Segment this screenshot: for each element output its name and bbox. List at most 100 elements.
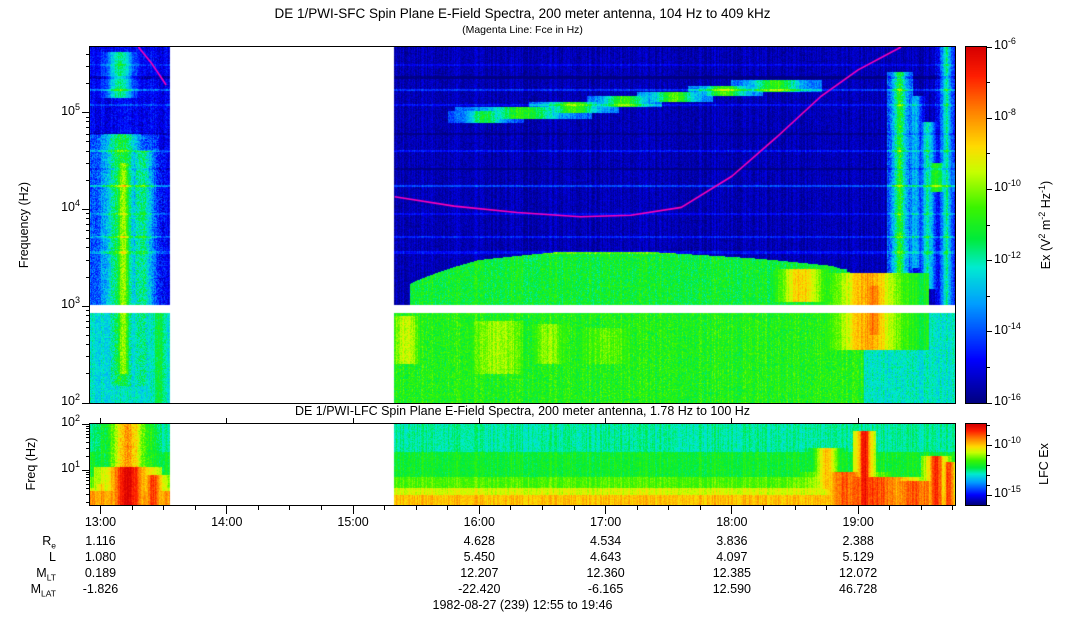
time-axis-major-tick: [605, 506, 607, 514]
sfc-colorbar-tick-label: 10-6: [994, 35, 1016, 52]
sfc-y-axis-minor-tick: [86, 276, 90, 278]
lfc-colorbar-minor-tick: [986, 484, 990, 486]
time-axis-minor-tick: [699, 506, 701, 510]
sfc-y-axis-minor-tick: [86, 315, 90, 317]
lfc-top-tick: [99, 418, 101, 423]
sfc-y-axis-tick-label: 103: [61, 295, 80, 312]
time-axis-minor-tick: [794, 506, 796, 510]
time-axis-minor-tick: [541, 506, 543, 510]
sfc-colorbar-minor-tick: [986, 224, 990, 226]
ephemeris-value: 1.116: [85, 534, 116, 548]
time-axis-minor-tick: [920, 506, 922, 510]
sfc-colorbar-major-tick: [986, 331, 992, 333]
sfc-y-axis-minor-tick: [86, 373, 90, 375]
lfc-y-axis-minor-tick: [86, 471, 90, 473]
sfc-colorbar-minor-tick: [986, 82, 990, 84]
time-axis-minor-tick: [510, 506, 512, 510]
sfc-y-axis-minor-tick: [86, 82, 90, 84]
sfc-colorbar-major-tick: [986, 402, 992, 404]
sfc-y-axis-minor-tick: [86, 53, 90, 55]
sfc-y-axis-minor-tick: [86, 247, 90, 249]
lfc-y-axis-minor-tick: [86, 502, 90, 504]
sfc-y-axis-minor-tick: [86, 223, 90, 225]
lfc-y-axis-minor-tick: [86, 488, 90, 490]
sfc-colorbar-tick-label: 10-12: [994, 249, 1021, 266]
lfc-colorbar-tick-label: 10-10: [994, 434, 1021, 451]
time-tick-label: 16:00: [463, 515, 495, 529]
sfc-colorbar: [965, 46, 987, 404]
time-axis-minor-tick: [384, 506, 386, 510]
sfc-y-axis-minor-tick: [86, 141, 90, 143]
time-axis-minor-tick: [826, 506, 828, 510]
lfc-colorbar-major-tick: [986, 494, 992, 496]
time-tick-label: 18:00: [716, 515, 748, 529]
ephemeris-value: 4.628: [463, 534, 495, 548]
ephemeris-value: 5.129: [842, 550, 874, 564]
time-axis-minor-tick: [573, 506, 575, 510]
sfc-colorbar-canvas: [966, 47, 986, 403]
ephemeris-value: 2.388: [842, 534, 874, 548]
time-axis-major-tick: [99, 506, 101, 514]
time-axis-minor-tick: [952, 506, 954, 510]
time-axis-minor-tick: [131, 506, 133, 510]
lfc-y-axis-minor-tick: [86, 494, 90, 495]
sfc-colorbar-major-tick: [986, 260, 992, 262]
time-axis-minor-tick: [889, 506, 891, 510]
lfc-colorbar-tick-label: 10-15: [994, 483, 1021, 501]
ephemeris-value: -1.826: [82, 582, 119, 596]
lfc-colorbar-canvas: [966, 424, 986, 505]
sfc-y-axis-minor-tick: [86, 320, 90, 322]
lfc-y-axis-tick-label: 101: [61, 459, 80, 476]
lfc-y-axis-minor-tick: [86, 441, 90, 443]
ephemeris-value: -6.165: [587, 582, 624, 596]
sfc-y-axis-minor-tick: [86, 179, 90, 181]
lfc-spectrogram-canvas: [90, 424, 955, 505]
ephemeris-value: 5.450: [463, 550, 495, 564]
sfc-colorbar-major-tick: [986, 46, 992, 48]
lfc-y-axis-tick-label: 102: [61, 412, 80, 429]
ephemeris-row-label: Re: [42, 534, 56, 551]
time-axis-minor-tick: [194, 506, 196, 510]
time-axis-minor-tick: [668, 506, 670, 510]
time-axis-minor-tick: [163, 506, 165, 510]
sfc-colorbar-tick-label: 10-10: [994, 178, 1021, 195]
ephemeris-value: 46.728: [839, 582, 878, 596]
ephemeris-row-label: MLT: [36, 566, 56, 583]
sfc-y-axis-minor-tick: [86, 150, 90, 152]
time-axis-minor-tick: [636, 506, 638, 510]
lfc-y-axis-minor-tick: [86, 480, 90, 482]
ephemeris-value: 12.072: [839, 566, 878, 580]
time-axis-minor-tick: [289, 506, 291, 510]
sfc-colorbar-minor-tick: [986, 366, 990, 368]
sfc-subtitle: (Magenta Line: Fce in Hz): [462, 24, 583, 36]
lfc-y-axis-minor-tick: [86, 455, 90, 457]
time-axis-major-tick: [352, 506, 354, 514]
sfc-y-axis-minor-tick: [86, 121, 90, 123]
ephemeris-row-label: MLAT: [30, 582, 56, 599]
sfc-y-axis-tick-label: 104: [61, 198, 80, 215]
lfc-top-tick: [478, 418, 480, 423]
sfc-colorbar-minor-tick: [986, 153, 990, 155]
lfc-colorbar-major-tick: [986, 445, 992, 447]
time-tick-label: 17:00: [589, 515, 622, 529]
lfc-top-tick: [731, 418, 733, 423]
time-axis-major-tick: [226, 506, 228, 514]
sfc-y-axis-tick-label: 102: [61, 391, 80, 408]
time-axis-minor-tick: [257, 506, 259, 510]
sfc-y-axis-major-tick: [82, 208, 90, 210]
ephemeris-value: 4.097: [716, 550, 748, 564]
lfc-colorbar-minor-tick: [986, 455, 990, 457]
sfc-y-axis-label: Frequency (Hz): [17, 181, 31, 269]
sfc-y-axis-minor-tick: [86, 127, 90, 129]
time-tick-label: 19:00: [842, 515, 874, 529]
time-axis-minor-tick: [320, 506, 322, 510]
lfc-colorbar-label: LFC Ex: [1037, 443, 1051, 485]
lfc-y-axis-minor-tick: [86, 483, 90, 485]
time-axis-minor-tick: [447, 506, 449, 510]
sfc-colorbar-tick-label: 10-8: [994, 107, 1016, 124]
sfc-y-axis-minor-tick: [86, 116, 90, 118]
sfc-y-axis-minor-tick: [86, 162, 90, 164]
lfc-title: DE 1/PWI-LFC Spin Plane E-Field Spectra,…: [294, 404, 751, 418]
sfc-y-axis-minor-tick: [86, 65, 90, 67]
